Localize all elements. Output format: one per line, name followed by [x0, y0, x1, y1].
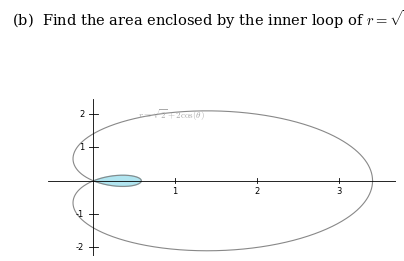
Text: -1: -1	[76, 210, 84, 219]
Text: 1: 1	[79, 143, 84, 152]
Polygon shape	[93, 175, 141, 186]
Text: 2: 2	[79, 110, 84, 119]
Text: (b)  Find the area enclosed by the inner loop of $r = \sqrt{2} + 2\cos(\theta)$:: (b) Find the area enclosed by the inner …	[12, 8, 404, 32]
Text: 1: 1	[173, 187, 178, 196]
Text: 3: 3	[336, 187, 341, 196]
Text: $r = \sqrt{2} + 2\cos(\theta)$: $r = \sqrt{2} + 2\cos(\theta)$	[139, 108, 205, 123]
Text: 2: 2	[255, 187, 259, 196]
Text: -2: -2	[76, 243, 84, 252]
